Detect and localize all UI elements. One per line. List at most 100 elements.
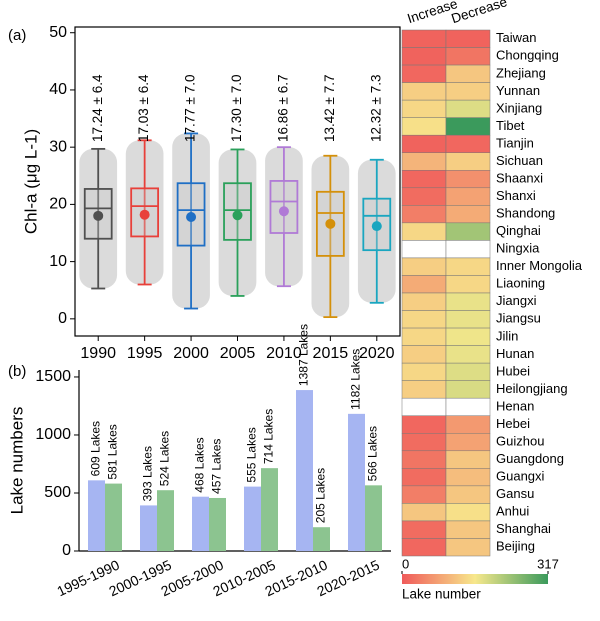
annotation: 17.30 ± 7.0: [229, 75, 244, 142]
mean-marker: [139, 209, 150, 220]
heatmap-cell: [401, 29, 447, 48]
value-label: 457 Lakes: [210, 439, 224, 494]
x-tick-label: 2010: [266, 345, 302, 362]
heatmap-cell: [445, 538, 491, 557]
bar: [192, 496, 209, 551]
heatmap-cell: [401, 485, 447, 504]
heatmap-cell: [445, 397, 491, 416]
annotation: 12.32 ± 7.3: [368, 75, 383, 142]
heatmap-cell: [445, 310, 491, 329]
value-label: 581 Lakes: [106, 424, 120, 479]
value-label: 393 Lakes: [141, 446, 155, 501]
heatmap-cell: [401, 538, 447, 557]
heatmap-cell: [445, 485, 491, 504]
row-label: Shanghai: [496, 521, 551, 536]
row-label: Guangdong: [496, 451, 564, 466]
heatmap-cell: [445, 433, 491, 452]
heatmap-cell: [401, 520, 447, 539]
row-label: Shanxi: [496, 188, 536, 203]
bar: [140, 505, 157, 551]
bar: [348, 413, 365, 551]
row-label: Shaanxi: [496, 170, 543, 185]
row-label: Taiwan: [496, 30, 536, 45]
y-tick-label: 10: [49, 253, 67, 270]
heatmap-cell: [401, 240, 447, 259]
heatmap-cell: [445, 327, 491, 346]
x-tick-label: 2015: [313, 345, 349, 362]
heatmap-cell: [401, 362, 447, 381]
heatmap-cell: [445, 134, 491, 153]
heatmap-cell: [445, 99, 491, 118]
heatmap-cell: [445, 82, 491, 101]
y-tick-label: 40: [49, 81, 67, 98]
heatmap-cell: [445, 450, 491, 469]
x-tick-label: 2000: [173, 345, 209, 362]
y-tick-label: 500: [44, 484, 71, 501]
heatmap-cell: [445, 468, 491, 487]
heatmap-cell: [401, 47, 447, 66]
value-label: 1182 Lakes: [349, 349, 363, 410]
value-label: 524 Lakes: [158, 431, 172, 486]
y-tick-label: 1000: [35, 426, 71, 443]
heatmap-cell: [401, 310, 447, 329]
y-tick-label: 1500: [35, 368, 71, 385]
heatmap-cell: [445, 170, 491, 189]
heatmap-cell: [445, 257, 491, 276]
bar: [244, 486, 261, 551]
row-label: Beijing: [496, 539, 535, 554]
row-label: Hubei: [496, 363, 530, 378]
mean-marker: [325, 218, 336, 229]
mean-marker: [93, 210, 104, 221]
heatmap-cell: [445, 380, 491, 399]
heatmap-cell: [445, 362, 491, 381]
bar: [296, 390, 313, 551]
row-label: Shandong: [496, 206, 555, 221]
row-label: Xinjiang: [496, 100, 542, 115]
heatmap-cell: [401, 187, 447, 206]
row-label: Inner Mongolia: [496, 258, 583, 273]
heatmap-cell: [401, 380, 447, 399]
value-label: 566 Lakes: [366, 426, 380, 481]
heatmap-cell: [445, 29, 491, 48]
heatmap-cell: [401, 450, 447, 469]
x-tick-label: 1995: [127, 345, 163, 362]
heatmap-cell: [401, 503, 447, 522]
heatmap-cell: [445, 205, 491, 224]
value-label: 205 Lakes: [314, 468, 328, 523]
heatmap-cell: [401, 117, 447, 136]
row-label: Qinghai: [496, 223, 541, 238]
y-tick-label: 50: [49, 24, 67, 41]
row-label: Jilin: [496, 328, 518, 343]
heatmap-cell: [401, 345, 447, 364]
annotation: 17.03 ± 6.4: [136, 74, 151, 142]
heatmap-cell: [445, 503, 491, 522]
value-label: 1387 Lakes: [297, 324, 311, 386]
row-label: Yunnan: [496, 83, 540, 98]
heatmap-cell: [401, 64, 447, 83]
value-label: 609 Lakes: [89, 421, 103, 476]
heatmap-cell: [445, 47, 491, 66]
y-tick-label: 0: [58, 310, 67, 327]
bar: [261, 468, 278, 551]
y-axis-label: Lake numbers: [7, 407, 26, 515]
heatmap-cell: [445, 275, 491, 294]
heatmap-cell: [401, 397, 447, 416]
row-label: Jiangsu: [496, 311, 541, 326]
panel-label: (a): [8, 27, 26, 44]
bar: [88, 480, 105, 551]
panel-label: (b): [8, 363, 26, 380]
mean-marker: [232, 210, 243, 221]
row-label: Heilongjiang: [496, 381, 568, 396]
row-label: Sichuan: [496, 153, 543, 168]
bar: [105, 483, 122, 551]
row-label: Liaoning: [496, 276, 545, 291]
bar: [365, 485, 382, 551]
row-label: Hunan: [496, 346, 534, 361]
heatmap-cell: [445, 520, 491, 539]
y-tick-label: 20: [49, 196, 67, 213]
heatmap-cell: [445, 64, 491, 83]
value-label: 555 Lakes: [245, 427, 259, 482]
value-label: 468 Lakes: [193, 437, 207, 492]
heatmap-cell: [445, 240, 491, 259]
